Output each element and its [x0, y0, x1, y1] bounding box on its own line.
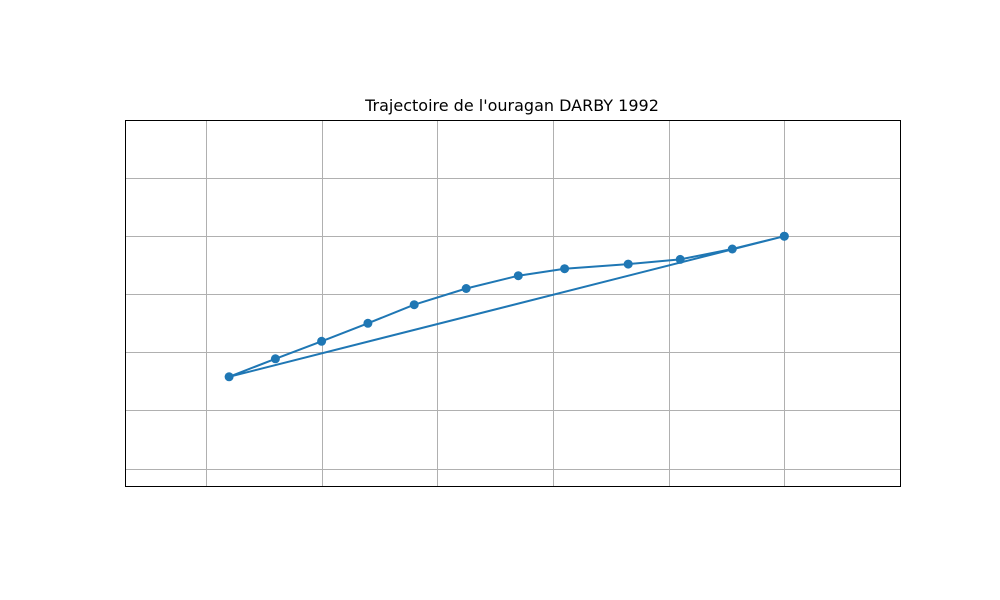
track-point-3 — [623, 259, 633, 269]
track-point-4 — [560, 264, 570, 274]
plot-area — [125, 120, 900, 486]
series-layer — [224, 231, 789, 382]
track-point-8 — [363, 318, 373, 328]
chart-title: Trajectoire de l'ouragan DARBY 1992 — [364, 96, 659, 115]
grid — [125, 120, 900, 486]
track-point-2 — [675, 254, 685, 264]
track-point-10 — [270, 354, 280, 364]
axes-frame — [125, 120, 901, 487]
track-point-11 — [224, 372, 234, 382]
track-point-5 — [513, 271, 523, 281]
track-point-7 — [409, 300, 419, 310]
track-point-1 — [727, 244, 737, 254]
track-point-12 — [779, 231, 789, 241]
track-point-9 — [317, 336, 327, 346]
track-point-6 — [461, 284, 471, 293]
